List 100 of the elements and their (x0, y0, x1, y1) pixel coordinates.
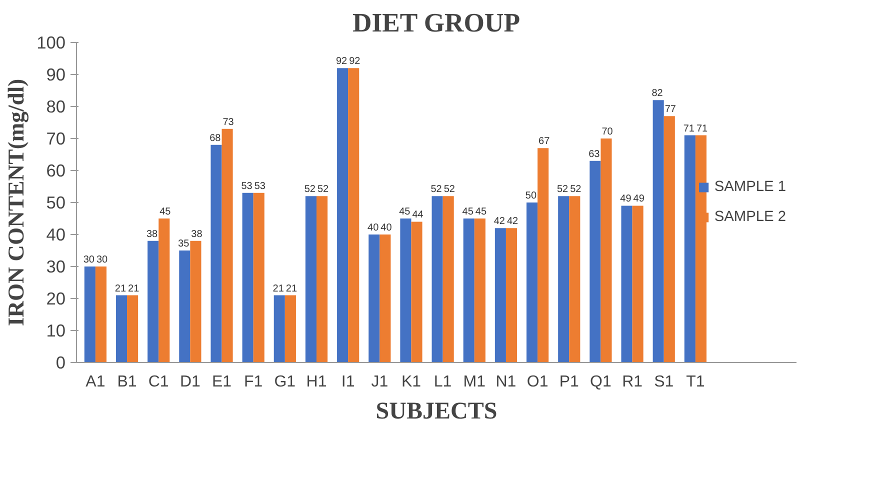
data-label: 45 (462, 206, 474, 218)
y-tick-label: 60 (46, 160, 66, 180)
data-label: 30 (83, 254, 95, 266)
data-label: 49 (633, 194, 645, 205)
data-label: 45 (160, 206, 172, 218)
bar (600, 138, 612, 362)
bar (538, 148, 549, 362)
bar (116, 295, 128, 362)
x-tick-label: O1 (526, 374, 548, 390)
x-tick-label: B1 (117, 374, 137, 390)
x-tick-label: S1 (654, 374, 674, 390)
bar (695, 135, 706, 362)
data-label: 68 (210, 132, 222, 144)
data-label: 40 (368, 222, 380, 234)
data-label: 70 (602, 126, 614, 138)
bar (253, 192, 264, 362)
data-label: 40 (380, 222, 392, 234)
x-tick-label: H1 (306, 374, 327, 390)
data-label: 71 (696, 123, 708, 134)
data-label: 35 (178, 238, 190, 250)
data-label: 42 (494, 216, 506, 228)
bar (380, 234, 391, 362)
data-label: 71 (683, 123, 695, 134)
data-label: 38 (146, 228, 158, 240)
y-tick-label: 10 (46, 320, 66, 340)
y-tick-label: 50 (46, 192, 66, 212)
x-axis-title: SUBJECTS (376, 398, 498, 424)
y-tick-label: 100 (36, 32, 66, 52)
x-tick-label: K1 (401, 374, 422, 390)
data-label: 45 (399, 206, 411, 218)
bar (442, 196, 454, 362)
x-tick-label: R1 (622, 374, 643, 390)
bar (684, 135, 696, 362)
data-label: 50 (525, 190, 537, 202)
x-tick-label: P1 (559, 374, 580, 390)
y-tick-label: 30 (46, 256, 66, 276)
bar (127, 295, 138, 362)
data-label: 52 (444, 184, 456, 196)
x-tick-label: G1 (274, 374, 296, 390)
bar (190, 240, 202, 362)
data-label: 53 (254, 180, 266, 192)
data-label: 67 (538, 136, 550, 148)
data-label: 92 (336, 56, 348, 68)
x-tick-label: D1 (180, 374, 201, 390)
bar (506, 228, 518, 362)
bar (305, 196, 316, 362)
bar (400, 218, 412, 362)
x-tick-label: E1 (212, 374, 232, 390)
bar (222, 128, 233, 362)
data-label: 73 (222, 116, 234, 128)
bar (590, 160, 601, 362)
data-label: 38 (191, 228, 203, 240)
y-axis-title: IRON CONTENT(mg/dl) (4, 78, 29, 326)
y-tick-label: 0 (56, 352, 66, 372)
data-label: 63 (588, 148, 600, 160)
bar (569, 196, 580, 362)
y-tick-label: 40 (46, 224, 66, 244)
bar (621, 206, 632, 362)
data-label: 21 (286, 283, 298, 294)
data-label: 49 (620, 194, 632, 205)
chart-title: DIET GROUP (352, 8, 520, 38)
x-tick-label: I1 (341, 374, 355, 390)
data-label: 52 (318, 184, 330, 196)
x-tick-label: T1 (686, 374, 705, 390)
x-tick-label: A1 (86, 374, 106, 390)
data-label: 92 (349, 56, 361, 68)
data-label: 77 (664, 104, 676, 116)
x-tick-label: N1 (496, 374, 516, 390)
bar (274, 295, 285, 362)
data-label: 21 (272, 283, 284, 294)
bar (558, 196, 570, 362)
data-label: 21 (128, 283, 140, 294)
bar (210, 144, 222, 362)
bar (148, 240, 159, 362)
y-tick-label: 20 (46, 288, 66, 308)
y-tick-label: 70 (46, 128, 66, 148)
bar (348, 68, 360, 362)
bar (664, 116, 675, 362)
bar (432, 196, 443, 362)
bar (368, 234, 380, 362)
bar (316, 196, 328, 362)
bar (474, 218, 486, 362)
data-label: 42 (506, 216, 519, 228)
x-tick-label: C1 (148, 374, 169, 390)
data-label: 53 (241, 180, 253, 192)
legend-label: SAMPLE 2 (714, 209, 786, 225)
y-tick-label: 90 (46, 64, 66, 84)
bar (242, 192, 254, 362)
bar (179, 250, 190, 362)
x-tick-label: M1 (463, 374, 486, 390)
bar (652, 100, 664, 362)
y-tick-label: 80 (46, 96, 66, 116)
data-label: 21 (114, 283, 126, 294)
data-label: 30 (96, 254, 108, 266)
bar (337, 68, 348, 362)
data-label: 52 (557, 184, 569, 196)
data-label: 52 (570, 184, 582, 196)
legend-label: SAMPLE 1 (714, 179, 786, 195)
x-tick-label: F1 (244, 374, 263, 390)
data-label: 45 (475, 206, 487, 218)
